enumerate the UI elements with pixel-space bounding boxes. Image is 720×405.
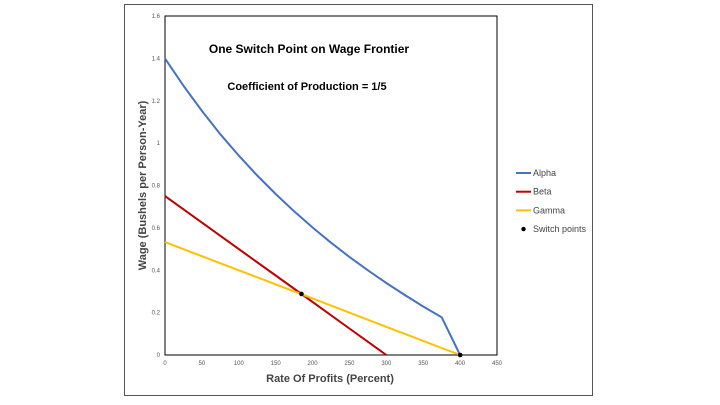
legend-label-alpha: Alpha	[533, 168, 556, 178]
legend-label-beta: Beta	[533, 187, 552, 197]
x-tick-label: 150	[271, 361, 282, 367]
chart-subtitle: Coefficient of Production = 1/5	[227, 81, 386, 93]
x-tick-label: 50	[199, 361, 206, 367]
y-tick-label: 0	[157, 353, 161, 359]
switch-point	[299, 291, 304, 297]
x-axis-title: Rate Of Profits (Percent)	[266, 373, 394, 385]
plot-area	[164, 15, 498, 356]
y-tick-label: 1.4	[152, 56, 161, 62]
legend-swatch-switch-points	[521, 226, 526, 232]
plot-box	[164, 15, 498, 356]
y-tick-label: 1.6	[152, 14, 161, 20]
legend-label-switch-points: Switch points	[533, 224, 587, 234]
x-tick-label: 400	[455, 361, 466, 367]
y-axis-title: Wage (Bushels per Person-Year)	[137, 100, 149, 270]
x-tick-label: 250	[344, 361, 355, 367]
x-tick-label: 100	[234, 361, 245, 367]
switch-points-layer	[299, 291, 463, 358]
switch-point	[457, 352, 463, 358]
chart-title: One Switch Point on Wage Frontier	[209, 42, 410, 56]
y-tick-label: 0.2	[152, 311, 161, 317]
x-tick-label: 350	[418, 361, 429, 367]
x-tick-label: 200	[308, 361, 319, 367]
legend-label-gamma: Gamma	[533, 205, 565, 215]
legend: Alpha Beta Gamma Switch points	[516, 168, 587, 234]
series-line-beta	[164, 195, 387, 356]
y-tick-label: 0.4	[152, 268, 161, 274]
x-tick-label: 300	[381, 361, 392, 367]
x-axis-ticks: 0 50 100 150 200 250 300 350 400 450	[163, 361, 502, 367]
y-axis-ticks: 0 0.2 0.4 0.6 0.8 1 1.2 1.4 1.6	[152, 14, 161, 359]
x-tick-label: 0	[163, 361, 167, 367]
y-tick-label: 0.6	[152, 226, 161, 232]
x-tick-label: 450	[492, 361, 503, 367]
y-tick-label: 1.2	[152, 99, 161, 105]
y-tick-label: 1	[157, 141, 161, 147]
y-tick-label: 0.8	[152, 184, 161, 190]
series-line-alpha	[164, 57, 461, 356]
